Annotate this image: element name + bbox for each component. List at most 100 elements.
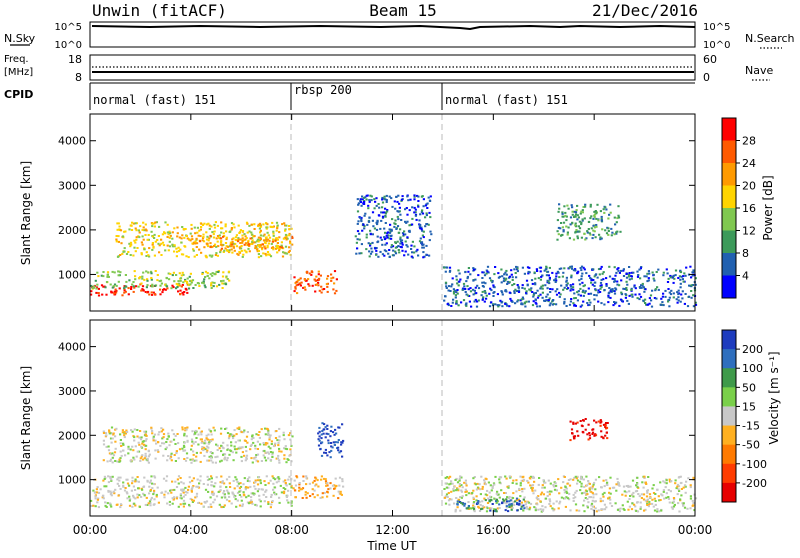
echo-cell (326, 285, 329, 288)
echo-cell (168, 278, 171, 281)
echo-cell (558, 502, 561, 505)
echo-cell (102, 432, 106, 434)
echo-cell (119, 487, 122, 490)
echo-cell (564, 211, 567, 214)
echo-cell (647, 505, 650, 508)
echo-cell (563, 491, 566, 494)
echo-cell (640, 286, 643, 289)
echo-cell (599, 291, 602, 293)
echo-cell (228, 279, 231, 282)
echo-cell (582, 504, 585, 507)
echo-cell (110, 478, 113, 481)
echo-cell (367, 242, 370, 245)
echo-cell (232, 459, 235, 462)
echo-cell (549, 500, 552, 503)
echo-cell (295, 284, 298, 287)
echo-cell (241, 451, 244, 454)
echo-cell (468, 300, 471, 303)
echo-cell (582, 300, 585, 303)
echo-feature-6 (456, 497, 526, 513)
echo-cell (306, 492, 309, 495)
echo-cell (256, 238, 259, 241)
echo-cell (178, 448, 182, 451)
echo-cell (685, 266, 688, 269)
echo-cell (179, 494, 182, 497)
echo-cell (178, 272, 181, 275)
echo-cell (485, 272, 488, 275)
echo-cell (185, 255, 188, 258)
echo-cell (321, 441, 324, 444)
echo-cell (430, 233, 433, 236)
echo-cell (135, 238, 138, 241)
echo-cell (682, 504, 685, 507)
echo-cell (574, 268, 577, 271)
echo-cell (639, 507, 642, 510)
echo-cell (215, 245, 218, 248)
echo-cell (636, 510, 640, 513)
echo-cell (184, 486, 187, 489)
echo-cell (247, 241, 250, 244)
echo-cell (672, 292, 675, 295)
echo-cell (445, 285, 448, 288)
echo-cell (94, 497, 97, 500)
echo-cell (561, 211, 564, 214)
echo-cell (406, 245, 409, 248)
echo-cell (571, 206, 574, 209)
echo-cell (200, 222, 203, 225)
echo-cell (686, 305, 690, 308)
echo-cell (458, 272, 461, 275)
echo-cell (565, 219, 568, 222)
echo-cell (516, 509, 519, 512)
echo-cell (586, 433, 589, 436)
echo-cell (359, 201, 363, 204)
echo-cell (111, 461, 114, 464)
echo-cell (231, 241, 234, 243)
colorbar-swatch (722, 253, 736, 276)
echo-cell (142, 221, 145, 224)
echo-feature-4 (317, 422, 345, 459)
echo-cell (571, 221, 574, 224)
echo-cell (191, 440, 194, 443)
echo-cell (646, 280, 649, 283)
echo-cell (566, 233, 569, 236)
echo-cell (388, 231, 392, 234)
echo-cell (569, 289, 572, 292)
echo-cell (132, 494, 135, 497)
echo-cell (236, 485, 239, 488)
echo-cell (136, 493, 139, 496)
echo-cell (209, 242, 212, 245)
echo-cell (317, 438, 320, 441)
echo-cell (370, 199, 373, 202)
echo-cell (216, 449, 219, 451)
echo-cell (690, 276, 693, 279)
echo-cell (511, 276, 514, 279)
echo-cell (562, 288, 565, 291)
echo-cell (151, 235, 155, 238)
echo-cell (384, 222, 387, 224)
echo-cell (231, 243, 234, 246)
echo-cell (607, 227, 610, 230)
echo-cell (656, 286, 659, 289)
echo-cell (675, 298, 678, 301)
echo-cell (249, 237, 252, 240)
echo-cell (464, 287, 467, 290)
echo-cell (600, 286, 603, 289)
echo-cell (268, 436, 271, 439)
echo-cell (116, 503, 119, 506)
echo-cell (168, 236, 171, 239)
echo-cell (179, 493, 182, 496)
echo-cell (508, 281, 511, 284)
echo-cell (421, 229, 424, 232)
echo-cell (551, 271, 554, 274)
echo-cell (422, 230, 425, 233)
echo-cell (112, 490, 115, 493)
echo-cell (253, 457, 256, 460)
echo-cell (483, 506, 486, 509)
echo-cell (642, 493, 646, 496)
echo-cell (381, 253, 384, 256)
echo-cell (151, 242, 154, 244)
echo-cell (181, 271, 184, 274)
echo-cell (130, 224, 133, 227)
echo-cell (456, 501, 459, 504)
echo-cell (153, 475, 156, 478)
